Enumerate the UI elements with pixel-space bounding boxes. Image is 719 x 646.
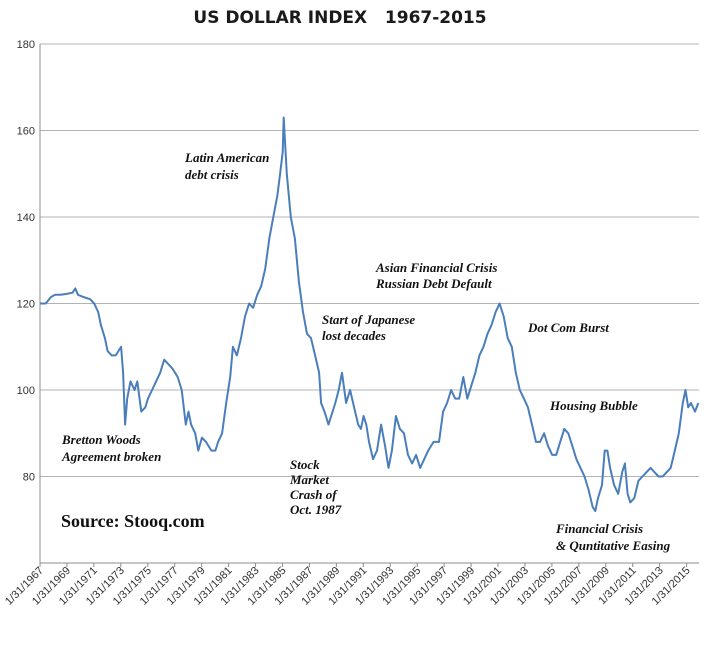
source-label: Source: Stooq.com (61, 511, 205, 531)
x-axis-ticks: 1/31/19671/31/19691/31/19711/31/19731/31… (3, 563, 693, 608)
annotation-asian-russian-crisis: Asian Financial Crisis Russian Debt Defa… (375, 260, 497, 291)
annotation-japanese-lost-decades: Start of Japanese lost decades (322, 312, 415, 343)
y-tick-label: 180 (17, 39, 35, 51)
annotation-line: Bretton Woods (61, 432, 141, 447)
y-tick-label: 80 (23, 472, 35, 484)
y-tick-label: 140 (17, 212, 35, 224)
annotation-line: Latin American (184, 150, 269, 165)
annotation-stock-crash: Stock Market Crash of Oct. 1987 (289, 457, 342, 517)
annotation-line: Agreement broken (61, 449, 161, 464)
annotation-line: Housing Bubble (549, 398, 638, 413)
annotation-line: & Quntitative Easing (556, 538, 671, 553)
chart-title: US DOLLAR INDEX 1967-2015 (193, 8, 486, 28)
annotation-line: Financial Crisis (555, 521, 643, 536)
annotation-line: lost decades (322, 328, 386, 343)
annotation-line: Start of Japanese (322, 312, 415, 327)
annotation-line: Russian Debt Default (375, 276, 492, 291)
annotation-line: Dot Com Burst (527, 320, 609, 335)
annotation-line: Asian Financial Crisis (375, 260, 497, 275)
y-tick-label: 120 (17, 299, 35, 311)
annotation-financial-crisis: Financial Crisis & Quntitative Easing (555, 521, 671, 553)
y-tick-label: 100 (17, 385, 35, 397)
grid (40, 43, 699, 477)
series-line (40, 116, 700, 513)
annotation-line: Crash of (290, 487, 338, 502)
annotation-dot-com-burst: Dot Com Burst (527, 320, 609, 335)
annotation-line: debt crisis (185, 167, 239, 182)
annotation-housing-bubble: Housing Bubble (549, 398, 638, 413)
y-tick-label: 160 (17, 126, 35, 138)
annotation-latin-american: Latin American debt crisis (184, 150, 269, 182)
annotation-line: Market (289, 472, 329, 487)
watermark: @ Five Stars Official (492, 611, 692, 635)
y-axis-ticks: 80 100 120 140 160 180 (17, 39, 35, 484)
annotation-line: Oct. 1987 (290, 502, 342, 517)
annotation-bretton-woods: Bretton Woods Agreement broken (61, 432, 161, 464)
annotation-line: Stock (290, 457, 320, 472)
